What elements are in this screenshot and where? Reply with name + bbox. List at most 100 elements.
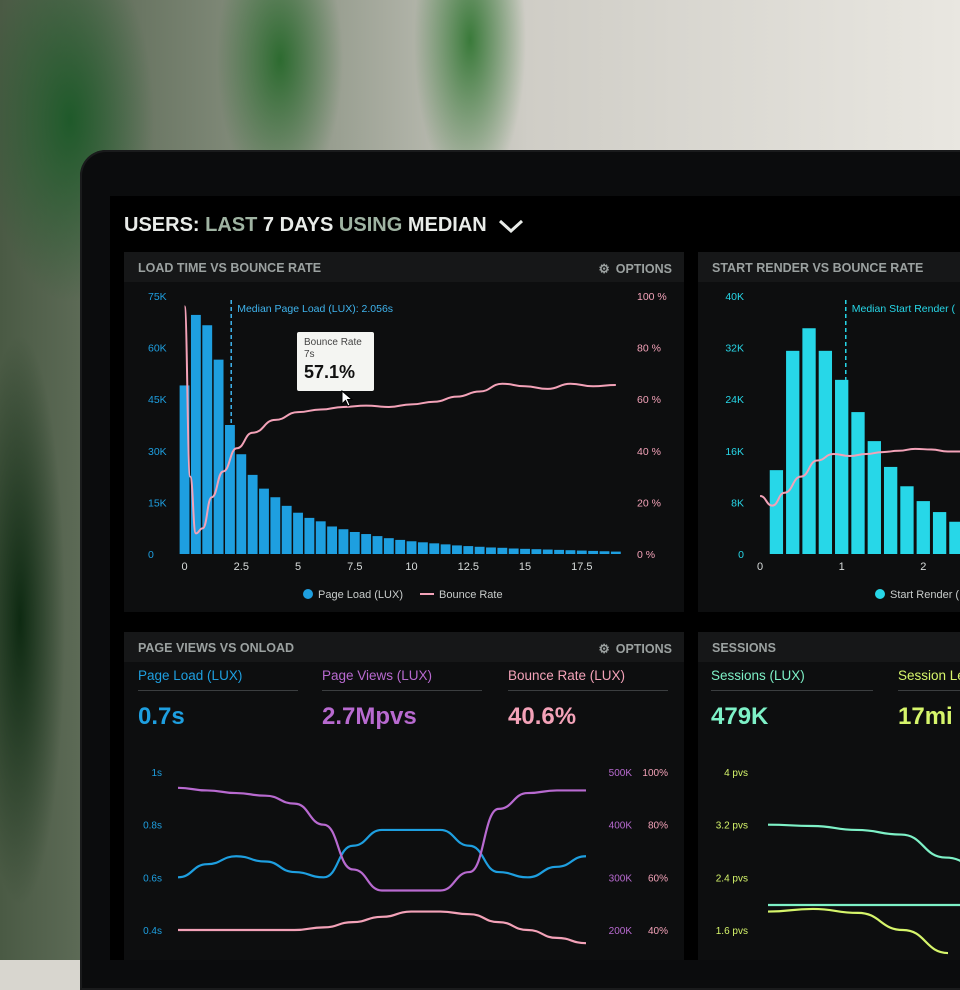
legend-label: Start Render (	[890, 589, 959, 601]
bar	[417, 542, 428, 554]
dashboard-header[interactable]: USERS: LAST 7 DAYS USING MEDIAN	[124, 214, 524, 237]
bar	[916, 501, 930, 554]
legend-dot	[875, 589, 885, 599]
legend-dot	[303, 589, 313, 599]
bar	[786, 350, 800, 554]
y-tick-label: 16K	[725, 446, 744, 458]
bar	[610, 551, 621, 554]
bar	[281, 505, 292, 554]
y3-tick-label: 80%	[648, 821, 668, 832]
bar	[293, 512, 303, 554]
y-tick-label: 15K	[148, 497, 167, 509]
y-tick-label: 0	[148, 549, 154, 561]
metric-page-load[interactable]: Page Load (LUX) 0.7s	[138, 668, 298, 731]
y2-tick-label: 80 %	[637, 343, 661, 355]
page-views-panel: PAGE VIEWS VS ONLOAD ⚙ OPTIONS Page Load …	[124, 632, 684, 960]
y2-tick-label: 60 %	[637, 394, 661, 406]
bounce-rate-line	[759, 447, 960, 507]
metric-value: 2.7Mpvs	[322, 703, 417, 730]
y-tick-label: 32K	[725, 343, 744, 355]
y-tick-label: 24K	[725, 394, 744, 406]
metric-label: Page Load (LUX)	[138, 668, 298, 691]
panel-title-bar	[698, 252, 960, 282]
x-tick-label: 0	[181, 561, 187, 573]
chevron-down-icon[interactable]	[498, 219, 524, 233]
metric-page-views[interactable]: Page Views (LUX) 2.7Mpvs	[322, 668, 482, 731]
bar	[225, 425, 235, 554]
metric-label: Page Views (LUX)	[322, 668, 482, 691]
bar	[474, 546, 485, 554]
bar	[383, 538, 394, 554]
panel-title: PAGE VIEWS VS ONLOAD	[138, 641, 295, 655]
header-median: MEDIAN	[407, 214, 487, 236]
options-button[interactable]: ⚙ OPTIONS	[599, 261, 672, 276]
x-tick-label: 15	[519, 561, 531, 573]
x-tick-label: 0	[757, 561, 763, 573]
bar	[835, 379, 849, 554]
bar	[190, 314, 201, 554]
options-button[interactable]: ⚙ OPTIONS	[599, 641, 672, 656]
panel-title: SESSIONS	[712, 641, 776, 655]
x-tick-label: 2.5	[234, 561, 249, 573]
dashboard-screen: USERS: LAST 7 DAYS USING MEDIAN LOAD TIM…	[110, 196, 960, 960]
metric-value: 479K	[711, 703, 769, 730]
bar	[576, 550, 587, 554]
bar	[497, 547, 508, 554]
x-tick-label: 10	[405, 561, 417, 573]
panel-title: LOAD TIME VS BOUNCE RATE	[138, 261, 322, 275]
y-tick-label: 60K	[148, 343, 167, 355]
y2-tick-label: 500K	[609, 768, 633, 779]
legend-label: Bounce Rate	[439, 589, 503, 601]
gear-icon: ⚙	[598, 642, 610, 656]
tooltip-sub: 7s	[304, 349, 315, 360]
metric-session-length[interactable]: Session Le 17mi	[898, 668, 960, 731]
bar	[520, 548, 530, 554]
bar	[949, 521, 960, 554]
bar	[315, 521, 326, 554]
bar	[900, 486, 914, 554]
bar	[440, 544, 451, 554]
metric-bounce-rate[interactable]: Bounce Rate (LUX) 40.6%	[508, 668, 668, 731]
bar	[599, 551, 610, 554]
panel-title-bar	[124, 252, 684, 282]
panel-title-bar	[124, 632, 684, 662]
header-users: USERS:	[124, 214, 200, 236]
sessions-panel: SESSIONS Sessions (LUX) 479K Session Le …	[698, 632, 960, 960]
y-tick-label: 0	[738, 549, 744, 561]
bar	[769, 470, 784, 554]
y-tick-label: 4 pvs	[724, 768, 748, 779]
load-time-panel: LOAD TIME VS BOUNCE RATE ⚙ OPTIONS 0 15K 30…	[124, 252, 684, 612]
metric-value: 0.7s	[138, 703, 185, 730]
header-days: 7 DAYS	[262, 214, 334, 236]
bar	[259, 488, 269, 554]
x-tick-label: 2	[920, 561, 926, 573]
bar	[270, 497, 281, 554]
y3-tick-label: 100%	[642, 768, 668, 779]
bar	[236, 454, 247, 554]
panel-title-bar	[698, 632, 960, 662]
x-tick-label: 17.5	[571, 561, 592, 573]
bar	[932, 512, 947, 554]
tooltip: Bounce Rate 7s 57.1%	[297, 332, 374, 391]
bar	[588, 550, 599, 554]
options-label: OPTIONS	[615, 262, 672, 276]
load-time-chart: 0 15K 30K 45K 60K 75K 0 % 20 % 40 % 60 % 80 % 100 %…	[148, 291, 667, 601]
bar	[554, 549, 565, 554]
y-tick-label: 1s	[151, 768, 162, 779]
y-tick-label: 45K	[148, 394, 167, 406]
y2-tick-label: 100 %	[637, 291, 667, 303]
median-label: Median Page Load (LUX): 2.056s	[237, 303, 393, 315]
y2-tick-label: 200K	[609, 926, 633, 937]
y2-tick-label: 20 %	[637, 497, 661, 509]
bar	[304, 517, 315, 554]
y3-tick-label: 40%	[648, 926, 668, 937]
metric-sessions[interactable]: Sessions (LUX) 479K	[711, 668, 873, 731]
y3-tick-label: 60%	[648, 873, 668, 884]
legend-label: Page Load (LUX)	[318, 589, 403, 601]
y2-tick-label: 300K	[609, 873, 633, 884]
y2-tick-label: 40 %	[637, 446, 661, 458]
cursor-icon	[341, 390, 354, 407]
bar	[406, 541, 417, 554]
metric-value: 17mi	[898, 703, 953, 730]
bar	[372, 536, 383, 554]
